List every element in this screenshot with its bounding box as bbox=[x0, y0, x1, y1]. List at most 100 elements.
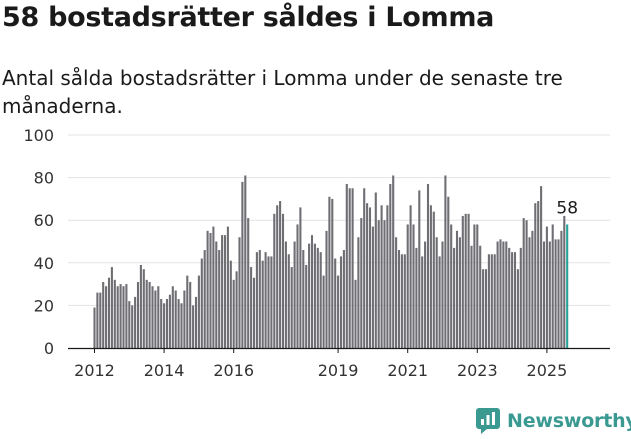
bar bbox=[264, 252, 267, 348]
bar bbox=[287, 254, 290, 348]
bar bbox=[241, 181, 244, 348]
bar bbox=[496, 241, 499, 348]
bar bbox=[479, 245, 482, 348]
bar bbox=[429, 205, 432, 348]
bar bbox=[360, 218, 363, 348]
bar bbox=[386, 205, 389, 348]
x-tick-label: 2016 bbox=[213, 361, 254, 380]
bar bbox=[221, 235, 224, 348]
bar bbox=[464, 213, 467, 348]
bar bbox=[371, 226, 374, 348]
bar bbox=[415, 247, 418, 348]
bar bbox=[484, 269, 488, 348]
bar bbox=[458, 237, 461, 348]
x-tick-label: 2019 bbox=[318, 361, 359, 380]
bar bbox=[461, 215, 464, 348]
bar bbox=[531, 230, 534, 348]
bar bbox=[247, 218, 250, 348]
bar bbox=[99, 292, 102, 348]
bar bbox=[218, 250, 221, 348]
bar bbox=[400, 254, 403, 348]
bar bbox=[125, 284, 128, 348]
bar bbox=[255, 252, 258, 348]
bar bbox=[308, 243, 311, 348]
bar bbox=[96, 292, 99, 348]
bar bbox=[351, 188, 354, 348]
bar bbox=[136, 281, 140, 348]
highlight-bar bbox=[566, 224, 569, 348]
newsworthy-logo-icon bbox=[476, 408, 500, 434]
bar bbox=[482, 269, 485, 348]
bar bbox=[563, 215, 566, 348]
bar bbox=[473, 224, 476, 348]
bar bbox=[441, 241, 444, 348]
bar bbox=[516, 269, 519, 348]
bar bbox=[284, 241, 287, 348]
bar bbox=[354, 279, 357, 348]
bar bbox=[331, 198, 334, 348]
bar bbox=[244, 175, 247, 348]
bar bbox=[511, 252, 514, 348]
bar bbox=[116, 286, 119, 348]
bar bbox=[319, 252, 322, 348]
bar bbox=[305, 264, 308, 348]
bar bbox=[139, 264, 142, 348]
bar bbox=[142, 269, 145, 348]
bar bbox=[293, 241, 296, 348]
bar bbox=[226, 226, 229, 348]
bar bbox=[189, 281, 192, 348]
bar bbox=[105, 286, 108, 348]
bar bbox=[470, 245, 473, 348]
bar bbox=[438, 256, 441, 348]
bar bbox=[426, 183, 430, 348]
bar bbox=[232, 279, 235, 348]
bar bbox=[180, 303, 183, 348]
bar bbox=[342, 250, 345, 348]
bar bbox=[200, 258, 203, 348]
bar bbox=[528, 237, 531, 348]
bar bbox=[290, 267, 293, 348]
bar bbox=[397, 250, 401, 348]
bar bbox=[299, 207, 302, 348]
bar bbox=[119, 284, 122, 348]
bar bbox=[432, 211, 435, 348]
bar bbox=[534, 203, 537, 348]
bar bbox=[368, 207, 372, 348]
bar bbox=[186, 275, 189, 348]
bar bbox=[337, 275, 340, 348]
bar bbox=[235, 271, 238, 348]
bar bbox=[522, 218, 525, 348]
bar bbox=[557, 239, 560, 348]
bar bbox=[215, 241, 218, 348]
bar bbox=[229, 260, 232, 348]
bar bbox=[377, 220, 380, 348]
bar bbox=[102, 281, 105, 348]
bar bbox=[392, 175, 395, 348]
y-tick-label: 40 bbox=[34, 254, 54, 273]
bar bbox=[183, 290, 186, 348]
bar bbox=[168, 294, 171, 348]
bar bbox=[328, 196, 331, 348]
bar bbox=[316, 247, 319, 348]
bar bbox=[502, 241, 505, 348]
bar bbox=[551, 224, 554, 348]
bar bbox=[467, 213, 470, 348]
bar bbox=[540, 186, 543, 348]
bar bbox=[197, 275, 200, 348]
bar bbox=[145, 279, 148, 348]
bar bbox=[93, 307, 96, 348]
bar bbox=[490, 254, 493, 348]
bar bbox=[554, 239, 557, 348]
page-title: 58 bostadsrätter såldes i Lomma bbox=[2, 2, 495, 33]
bar bbox=[313, 243, 316, 348]
x-tick-label: 2014 bbox=[144, 361, 185, 380]
bar bbox=[310, 235, 314, 348]
bar bbox=[276, 205, 279, 348]
bar bbox=[122, 286, 125, 348]
bar bbox=[131, 305, 134, 348]
bar bbox=[151, 286, 154, 348]
bar bbox=[177, 299, 180, 348]
bar bbox=[171, 286, 174, 348]
bar bbox=[163, 303, 166, 348]
